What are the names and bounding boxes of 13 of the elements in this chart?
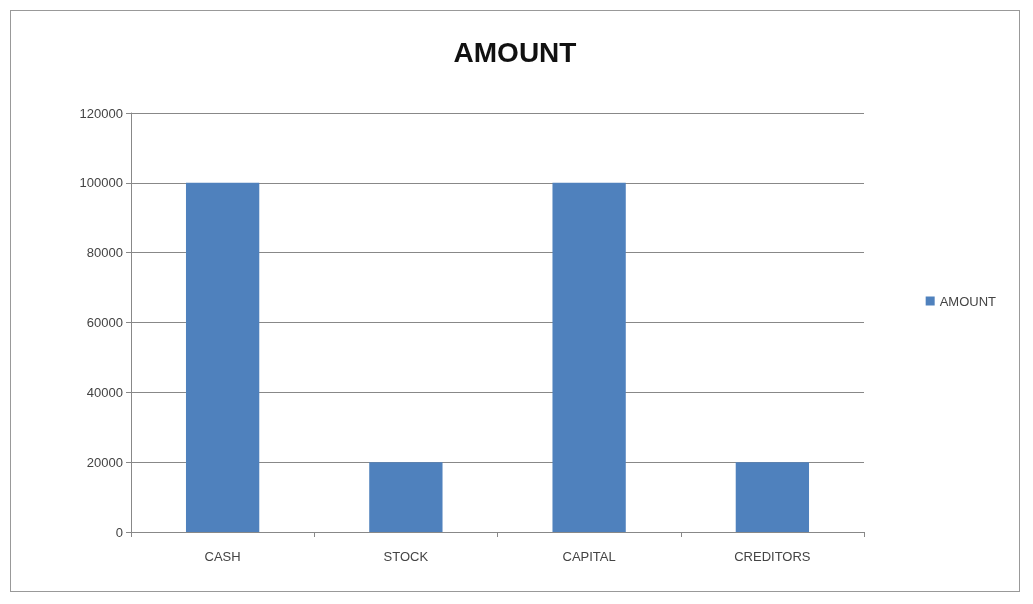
x-tick-label: CREDITORS bbox=[734, 549, 811, 564]
y-tick-label: 0 bbox=[115, 524, 123, 540]
legend-label: AMOUNT bbox=[939, 293, 997, 309]
y-tick-label: 80000 bbox=[86, 245, 123, 261]
y-tick-label: 20000 bbox=[86, 454, 123, 470]
chart-title: AMOUNT bbox=[453, 36, 577, 68]
y-tick-label: 60000 bbox=[86, 315, 123, 330]
x-tick-label: CASH bbox=[204, 549, 241, 564]
y-tick-label: 40000 bbox=[86, 384, 123, 400]
y-tick-label: 100000 bbox=[79, 175, 123, 191]
x-tick-label: STOCK bbox=[383, 549, 429, 564]
y-tick-label: 120000 bbox=[79, 105, 123, 121]
x-tick-label: CAPITAL bbox=[562, 549, 616, 564]
